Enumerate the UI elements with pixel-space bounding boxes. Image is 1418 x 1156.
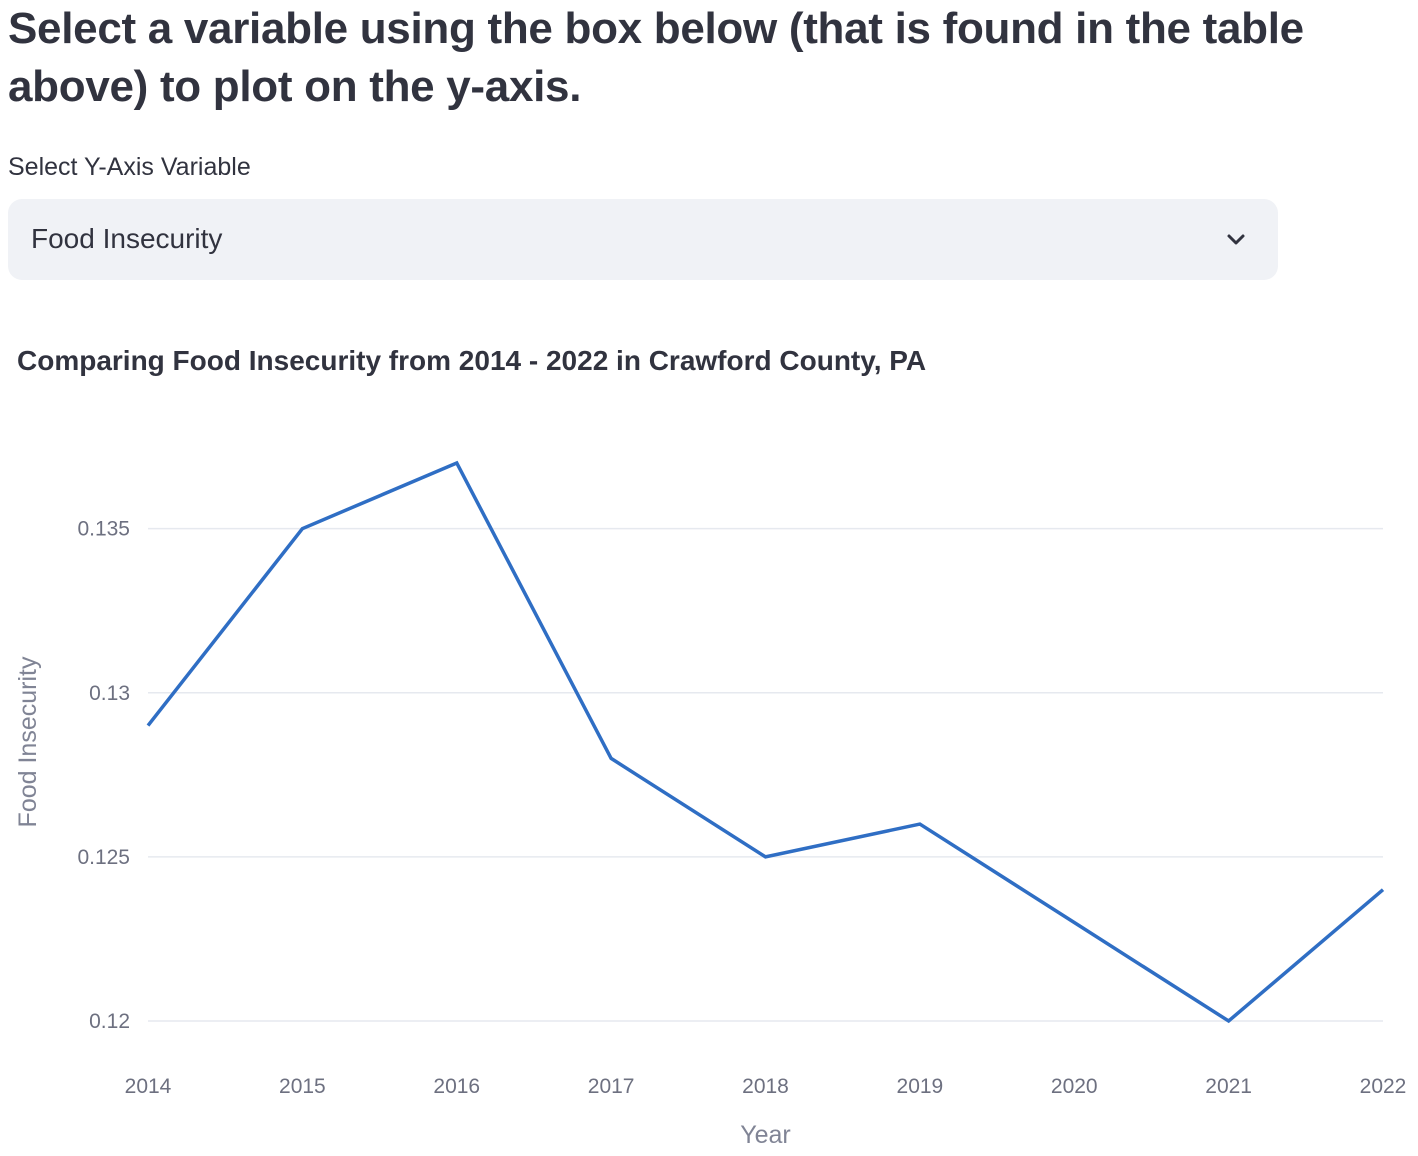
y-tick-label: 0.13 — [89, 682, 130, 705]
grid-lines — [148, 527, 1383, 1022]
y-tick-label: 0.125 — [77, 846, 130, 869]
series-layer — [146, 460, 1385, 1024]
x-tick-label: 2016 — [433, 1075, 480, 1098]
x-tick-label: 2017 — [588, 1075, 635, 1098]
y-tick-label: 0.135 — [77, 518, 130, 541]
x-tick-label: 2019 — [897, 1075, 944, 1098]
x-tick-label: 2014 — [125, 1075, 172, 1098]
chart-title: Comparing Food Insecurity from 2014 - 20… — [17, 345, 927, 376]
select-label: Select Y-Axis Variable — [8, 153, 251, 181]
x-tick-label: 2018 — [742, 1075, 789, 1098]
x-tick-label: 2015 — [279, 1075, 326, 1098]
x-tick-label: 2022 — [1360, 1075, 1407, 1098]
series-line — [146, 460, 1385, 1024]
x-tick-label: 2020 — [1051, 1075, 1098, 1098]
select-value: Food Insecurity — [31, 223, 223, 254]
x-tick-labels: 2014 2015 2016 2017 2018 2019 2020 2021 2022 — [125, 1075, 1407, 1098]
x-tick-label: 2021 — [1205, 1075, 1252, 1098]
y-tick-labels: 0.12 0.125 0.13 0.135 — [77, 518, 130, 1033]
page-heading: Select a variable using the box below (t… — [8, 4, 1304, 111]
y-axis-title: Food Insecurity — [14, 656, 42, 827]
y-axis-variable-select[interactable]: Food Insecurity — [8, 199, 1278, 280]
chevron-down-icon[interactable] — [1222, 226, 1250, 254]
x-axis-title: Year — [740, 1121, 791, 1149]
y-tick-label: 0.12 — [89, 1010, 130, 1033]
